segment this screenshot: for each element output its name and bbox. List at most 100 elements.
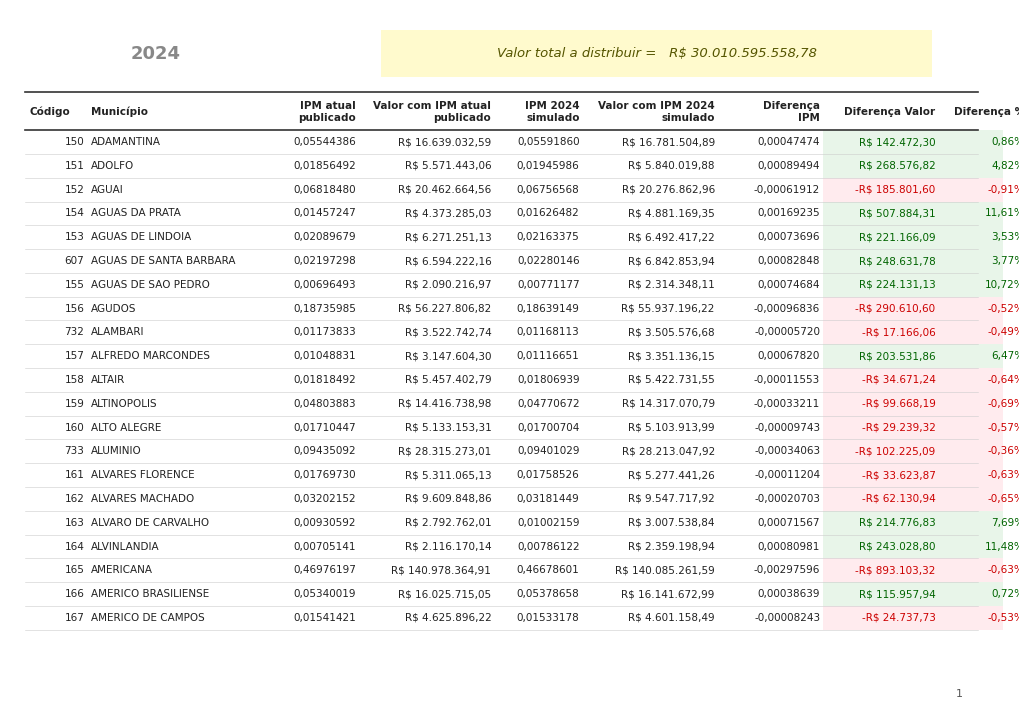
Text: Código: Código — [30, 107, 69, 117]
Text: 0,01856492: 0,01856492 — [292, 161, 356, 171]
Text: R$ 3.351.136,15: R$ 3.351.136,15 — [628, 351, 714, 361]
Text: -0,52%: -0,52% — [987, 304, 1019, 314]
Bar — [937, 320, 1019, 344]
Text: ALFREDO MARCONDES: ALFREDO MARCONDES — [91, 351, 210, 361]
Bar — [822, 583, 937, 606]
Text: R$ 28.213.047,92: R$ 28.213.047,92 — [621, 446, 714, 456]
Text: AGUAS DE SANTA BARBARA: AGUAS DE SANTA BARBARA — [91, 256, 235, 266]
Text: 0,00080981: 0,00080981 — [757, 541, 819, 552]
Text: -0,00011204: -0,00011204 — [753, 470, 819, 480]
Text: R$ 16.639.032,59: R$ 16.639.032,59 — [397, 137, 491, 147]
Text: 0,03181449: 0,03181449 — [517, 494, 579, 504]
Text: 0,00771177: 0,00771177 — [517, 280, 579, 290]
Text: -0,57%: -0,57% — [987, 423, 1019, 433]
Text: 0,01457247: 0,01457247 — [292, 208, 356, 218]
Text: 162: 162 — [64, 494, 85, 504]
Text: 0,00930592: 0,00930592 — [293, 518, 356, 528]
Text: ADAMANTINA: ADAMANTINA — [91, 137, 161, 147]
Text: R$ 214.776,83: R$ 214.776,83 — [858, 518, 934, 528]
Text: 0,01710447: 0,01710447 — [293, 423, 356, 433]
Text: 11,61%: 11,61% — [984, 208, 1019, 218]
Text: R$ 9.547.717,92: R$ 9.547.717,92 — [628, 494, 714, 504]
Bar — [937, 344, 1019, 368]
Bar — [937, 583, 1019, 606]
Text: R$ 3.522.742,74: R$ 3.522.742,74 — [405, 327, 491, 337]
Bar — [822, 463, 937, 487]
Text: 0,00071567: 0,00071567 — [757, 518, 819, 528]
Text: -0,00005720: -0,00005720 — [753, 327, 819, 337]
Text: -0,00297596: -0,00297596 — [753, 565, 819, 575]
Text: R$ 4.625.896,22: R$ 4.625.896,22 — [405, 613, 491, 623]
Text: 0,03202152: 0,03202152 — [293, 494, 356, 504]
Text: 0,09401029: 0,09401029 — [517, 446, 579, 456]
Bar — [937, 225, 1019, 249]
Bar — [822, 415, 937, 439]
Text: 1: 1 — [955, 689, 962, 699]
Text: -0,91%: -0,91% — [987, 185, 1019, 195]
Text: 0,01700704: 0,01700704 — [517, 423, 579, 433]
Text: R$ 268.576,82: R$ 268.576,82 — [858, 161, 934, 171]
Text: Município: Município — [91, 107, 148, 117]
Text: R$ 5.277.441,26: R$ 5.277.441,26 — [628, 470, 714, 480]
Text: 161: 161 — [64, 470, 85, 480]
Text: 0,06818480: 0,06818480 — [293, 185, 356, 195]
Text: 3,77%: 3,77% — [990, 256, 1019, 266]
Text: 0,01945986: 0,01945986 — [517, 161, 579, 171]
Text: 7,69%: 7,69% — [990, 518, 1019, 528]
Text: 155: 155 — [64, 280, 85, 290]
Text: 0,01818492: 0,01818492 — [292, 375, 356, 385]
Text: 0,01168113: 0,01168113 — [517, 327, 579, 337]
Text: R$ 6.271.251,13: R$ 6.271.251,13 — [405, 232, 491, 242]
Text: R$ 221.166,09: R$ 221.166,09 — [858, 232, 934, 242]
Text: -0,64%: -0,64% — [987, 375, 1019, 385]
Text: 0,46678601: 0,46678601 — [517, 565, 579, 575]
Text: -R$ 29.239,32: -R$ 29.239,32 — [861, 423, 934, 433]
Text: R$ 20.462.664,56: R$ 20.462.664,56 — [397, 185, 491, 195]
Bar — [937, 273, 1019, 297]
Bar — [937, 154, 1019, 177]
Text: AMERICO BRASILIENSE: AMERICO BRASILIENSE — [91, 589, 209, 599]
Text: AGUAS DE LINDOIA: AGUAS DE LINDOIA — [91, 232, 192, 242]
Bar — [822, 225, 937, 249]
Text: 0,00705141: 0,00705141 — [293, 541, 356, 552]
Text: AMERICO DE CAMPOS: AMERICO DE CAMPOS — [91, 613, 205, 623]
Text: 165: 165 — [64, 565, 85, 575]
Text: R$ 14.416.738,98: R$ 14.416.738,98 — [397, 399, 491, 409]
Text: 157: 157 — [64, 351, 85, 361]
Text: 0,00089494: 0,00089494 — [757, 161, 819, 171]
Text: ALVINLANDIA: ALVINLANDIA — [91, 541, 160, 552]
Text: -0,00020703: -0,00020703 — [753, 494, 819, 504]
Bar — [937, 606, 1019, 630]
Text: 733: 733 — [64, 446, 85, 456]
Text: Valor com IPM atual
publicado: Valor com IPM atual publicado — [373, 101, 491, 123]
Text: R$ 4.881.169,35: R$ 4.881.169,35 — [628, 208, 714, 218]
Text: 0,00038639: 0,00038639 — [757, 589, 819, 599]
Bar — [822, 154, 937, 177]
Text: -R$ 290.610,60: -R$ 290.610,60 — [855, 304, 934, 314]
Text: R$ 507.884,31: R$ 507.884,31 — [858, 208, 934, 218]
Bar — [937, 463, 1019, 487]
Text: 0,02280146: 0,02280146 — [517, 256, 579, 266]
Text: -0,49%: -0,49% — [987, 327, 1019, 337]
Text: R$ 20.276.862,96: R$ 20.276.862,96 — [621, 185, 714, 195]
Text: R$ 140.085.261,59: R$ 140.085.261,59 — [614, 565, 714, 575]
Text: R$ 243.028,80: R$ 243.028,80 — [858, 541, 934, 552]
Text: 166: 166 — [64, 589, 85, 599]
Text: 0,05591860: 0,05591860 — [517, 137, 579, 147]
Text: R$ 9.609.848,86: R$ 9.609.848,86 — [405, 494, 491, 504]
Text: 151: 151 — [64, 161, 85, 171]
Text: R$ 203.531,86: R$ 203.531,86 — [858, 351, 934, 361]
Text: ALTAIR: ALTAIR — [91, 375, 125, 385]
Text: Diferença
IPM: Diferença IPM — [762, 101, 819, 123]
Bar — [822, 177, 937, 201]
Text: Diferença Valor: Diferença Valor — [844, 107, 934, 117]
Bar — [937, 439, 1019, 464]
Text: 0,01002159: 0,01002159 — [517, 518, 579, 528]
Text: ALTO ALEGRE: ALTO ALEGRE — [91, 423, 161, 433]
Text: ALVARES FLORENCE: ALVARES FLORENCE — [91, 470, 195, 480]
Text: 0,00169235: 0,00169235 — [757, 208, 819, 218]
Bar — [381, 30, 931, 77]
Bar — [937, 487, 1019, 510]
Bar — [937, 368, 1019, 392]
Text: 0,86%: 0,86% — [990, 137, 1019, 147]
